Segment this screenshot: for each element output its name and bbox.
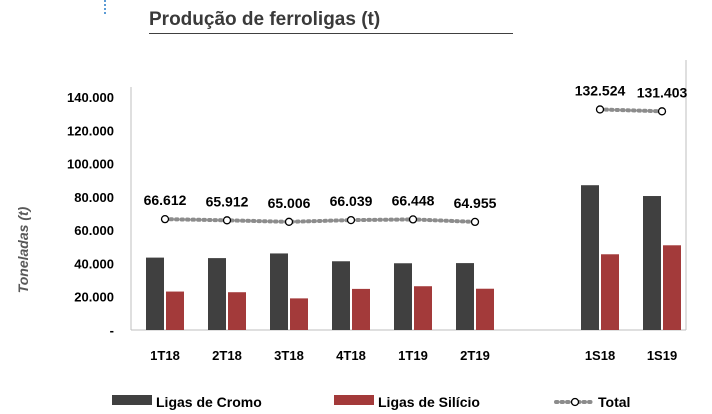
legend-label-ligas-cromo: Ligas de Cromo [156,394,262,410]
total-data-label: 131.403 [637,84,688,100]
legend-label-total: Total [598,394,630,410]
total-point [284,217,294,226]
y-axis: - 20.000 40.000 60.000 80.000 100.000 120.000 1… [67,90,114,338]
bars [146,185,681,330]
bar-ligas-cromo [456,263,474,330]
bar-ligas-cromo [332,261,350,330]
y-tick-label: 20.000 [74,290,114,305]
total-line [598,107,664,114]
bar-ligas-cromo [270,253,288,330]
bar-ligas-silicio [166,291,184,330]
total-point [346,215,356,225]
y-tick-label: 100.000 [67,157,114,172]
category-label: 1T18 [150,348,180,363]
bar-ligas-silicio [601,254,619,330]
bar-ligas-silicio [414,286,432,330]
total-data-label: 66.039 [330,193,373,209]
category-label: 2T18 [212,348,242,363]
bar-ligas-silicio [352,288,370,330]
bar-ligas-silicio [476,288,494,330]
total-data-label: 64.955 [454,195,497,211]
legend-marker-total [570,397,580,407]
category-label: 3T18 [274,348,304,363]
category-label: 2T19 [460,348,490,363]
category-label: 1S19 [647,348,677,363]
total-data-label: 65.006 [268,195,311,211]
category-labels: 1T18 2T18 3T18 4T18 1T19 2T19 1S18 1S19 [150,348,677,363]
decorative-dots [104,0,108,14]
y-tick-label: 40.000 [74,256,114,271]
total-point [657,107,667,116]
total-point [470,217,480,227]
y-tick-label: 120.000 [67,123,114,138]
y-tick-label: 80.000 [74,190,114,205]
y-tick-label: - [110,323,114,338]
chart-title: Produção de ferroligas (t) [149,9,513,34]
legend-label-ligas-silicio: Ligas de Silício [378,394,480,410]
total-data-label: 65.912 [206,193,249,209]
bar-ligas-silicio [228,292,246,330]
category-label: 1T19 [398,348,428,363]
total-series: 66.612 65.912 65.006 66.039 66.448 64.955 132.… [144,82,688,227]
legend: Ligas de Cromo Ligas de Silício Total [112,394,630,410]
total-line [163,217,477,224]
bar-ligas-cromo [394,263,412,330]
total-point [222,216,232,225]
legend-swatch-ligas-cromo [112,395,152,405]
total-data-label: 66.612 [144,192,187,208]
category-label: 4T18 [336,348,366,363]
total-data-label: 132.524 [575,82,626,98]
bar-ligas-cromo [208,258,226,330]
total-data-label: 66.448 [392,192,435,208]
bar-ligas-cromo [581,185,599,330]
total-point [408,215,418,224]
y-tick-label: 60.000 [74,223,114,238]
bar-ligas-cromo [146,257,164,330]
total-point [595,105,605,114]
y-axis-title: Toneladas (t) [15,206,31,293]
category-label: 1S18 [585,348,615,363]
bar-ligas-silicio [290,298,308,330]
legend-swatch-ligas-silicio [334,395,374,405]
y-tick-label: 140.000 [67,90,114,105]
bar-ligas-cromo [643,196,661,330]
total-point [160,214,170,224]
bar-ligas-silicio [663,245,681,330]
